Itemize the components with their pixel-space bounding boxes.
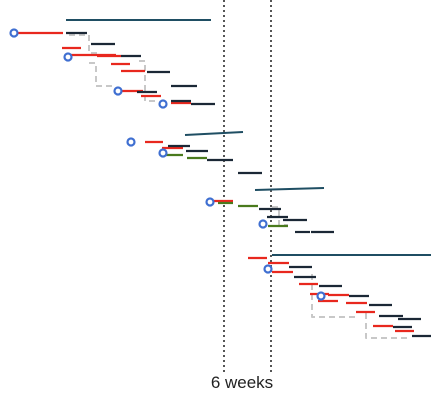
summary-line-group-3: [254, 187, 325, 191]
milestone-marker-1: [9, 28, 19, 38]
milestone-marker-3: [113, 86, 123, 96]
dependency-line-5: [311, 274, 356, 318]
milestone-marker-7: [205, 197, 215, 207]
milestone-marker-4: [158, 99, 168, 109]
milestone-marker-9: [263, 264, 273, 274]
milestone-marker-6: [158, 148, 168, 158]
dependency-line-6: [365, 313, 411, 339]
milestone-marker-5: [126, 137, 136, 147]
milestone-marker-10: [316, 291, 326, 301]
timeline-axis-label: 6 weeks: [210, 373, 274, 392]
milestone-marker-2: [63, 52, 73, 62]
dependency-line-2: [89, 62, 112, 87]
summary-line-group-2: [184, 131, 244, 136]
dependency-line-1: [69, 34, 97, 54]
dependency-line-3: [139, 60, 159, 102]
milestone-marker-8: [258, 219, 268, 229]
